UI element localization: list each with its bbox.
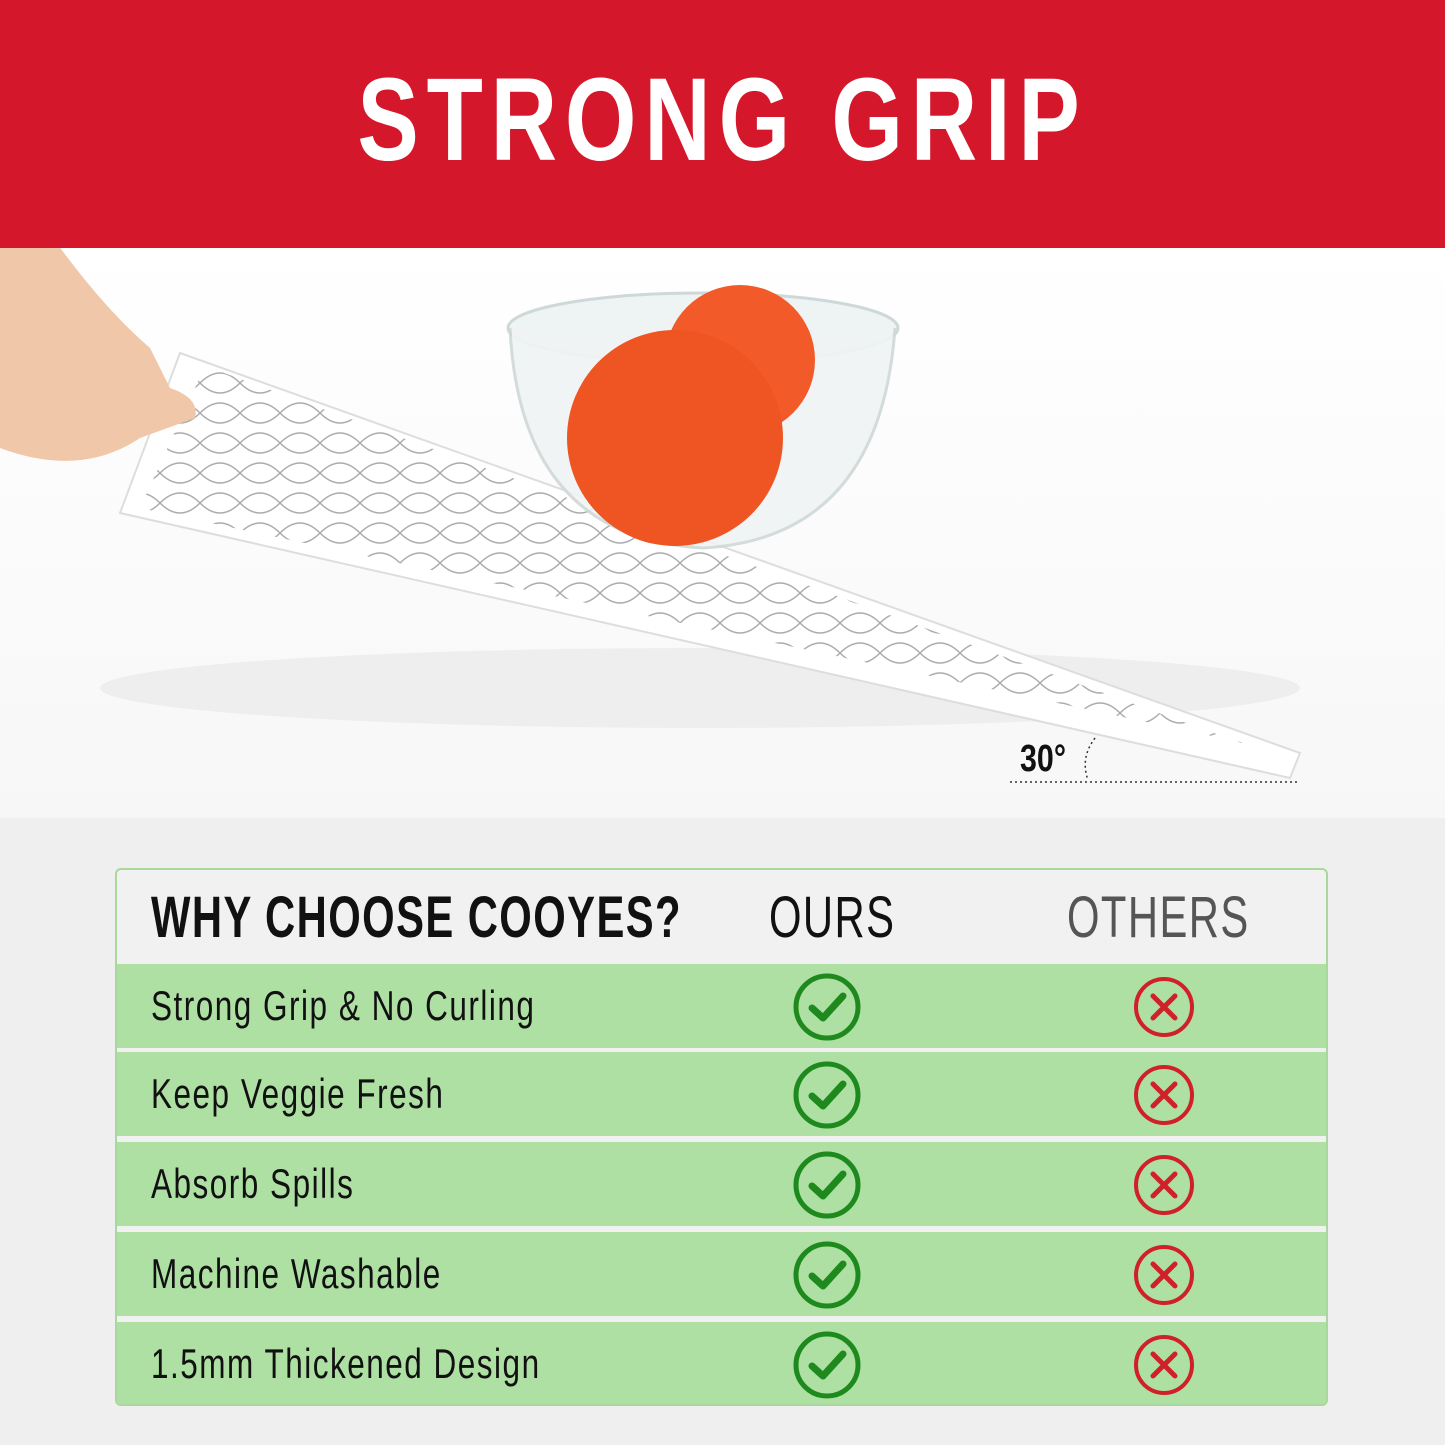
feature-label: Strong Grip & No Curling (151, 982, 536, 1029)
tomato (567, 330, 783, 546)
check-icon (793, 1061, 861, 1129)
mat-illustration (0, 248, 1302, 783)
check-icon (793, 1331, 861, 1399)
cross-icon (1134, 1245, 1194, 1305)
angle-arc (1084, 737, 1096, 781)
comparison-table: WHY CHOOSE COOYES? OURS OTHERS Strong Gr… (115, 868, 1328, 1406)
column-ours: OURS (769, 884, 896, 950)
table-row: Machine Washable (117, 1232, 1326, 1316)
angle-label: 30° (1020, 738, 1066, 780)
cross-icon (1134, 1155, 1194, 1215)
table-heading: WHY CHOOSE COOYES? (151, 884, 682, 950)
feature-label: Absorb Spills (151, 1160, 355, 1207)
hand (0, 248, 196, 461)
header-banner: STRONG GRIP (0, 0, 1445, 248)
check-icon (793, 973, 861, 1041)
feature-label: 1.5mm Thickened Design (151, 1340, 541, 1387)
mat-pattern (140, 366, 1255, 748)
comparison-section: WHY CHOOSE COOYES? OURS OTHERS Strong Gr… (0, 818, 1445, 1445)
table-row: 1.5mm Thickened Design (117, 1322, 1326, 1404)
table-row: Strong Grip & No Curling (117, 964, 1326, 1048)
table-row: Keep Veggie Fresh (117, 1052, 1326, 1136)
cross-icon (1134, 977, 1194, 1037)
feature-label: Machine Washable (151, 1250, 442, 1297)
column-others: OTHERS (1067, 884, 1250, 950)
table-row: Absorb Spills (117, 1142, 1326, 1226)
check-icon (793, 1241, 861, 1309)
cross-icon (1134, 1335, 1194, 1395)
product-photo: 30° (0, 248, 1445, 818)
cross-icon (1134, 1065, 1194, 1125)
banner-title: STRONG GRIP (357, 54, 1088, 186)
check-icon (793, 1151, 861, 1219)
feature-label: Keep Veggie Fresh (151, 1070, 445, 1117)
